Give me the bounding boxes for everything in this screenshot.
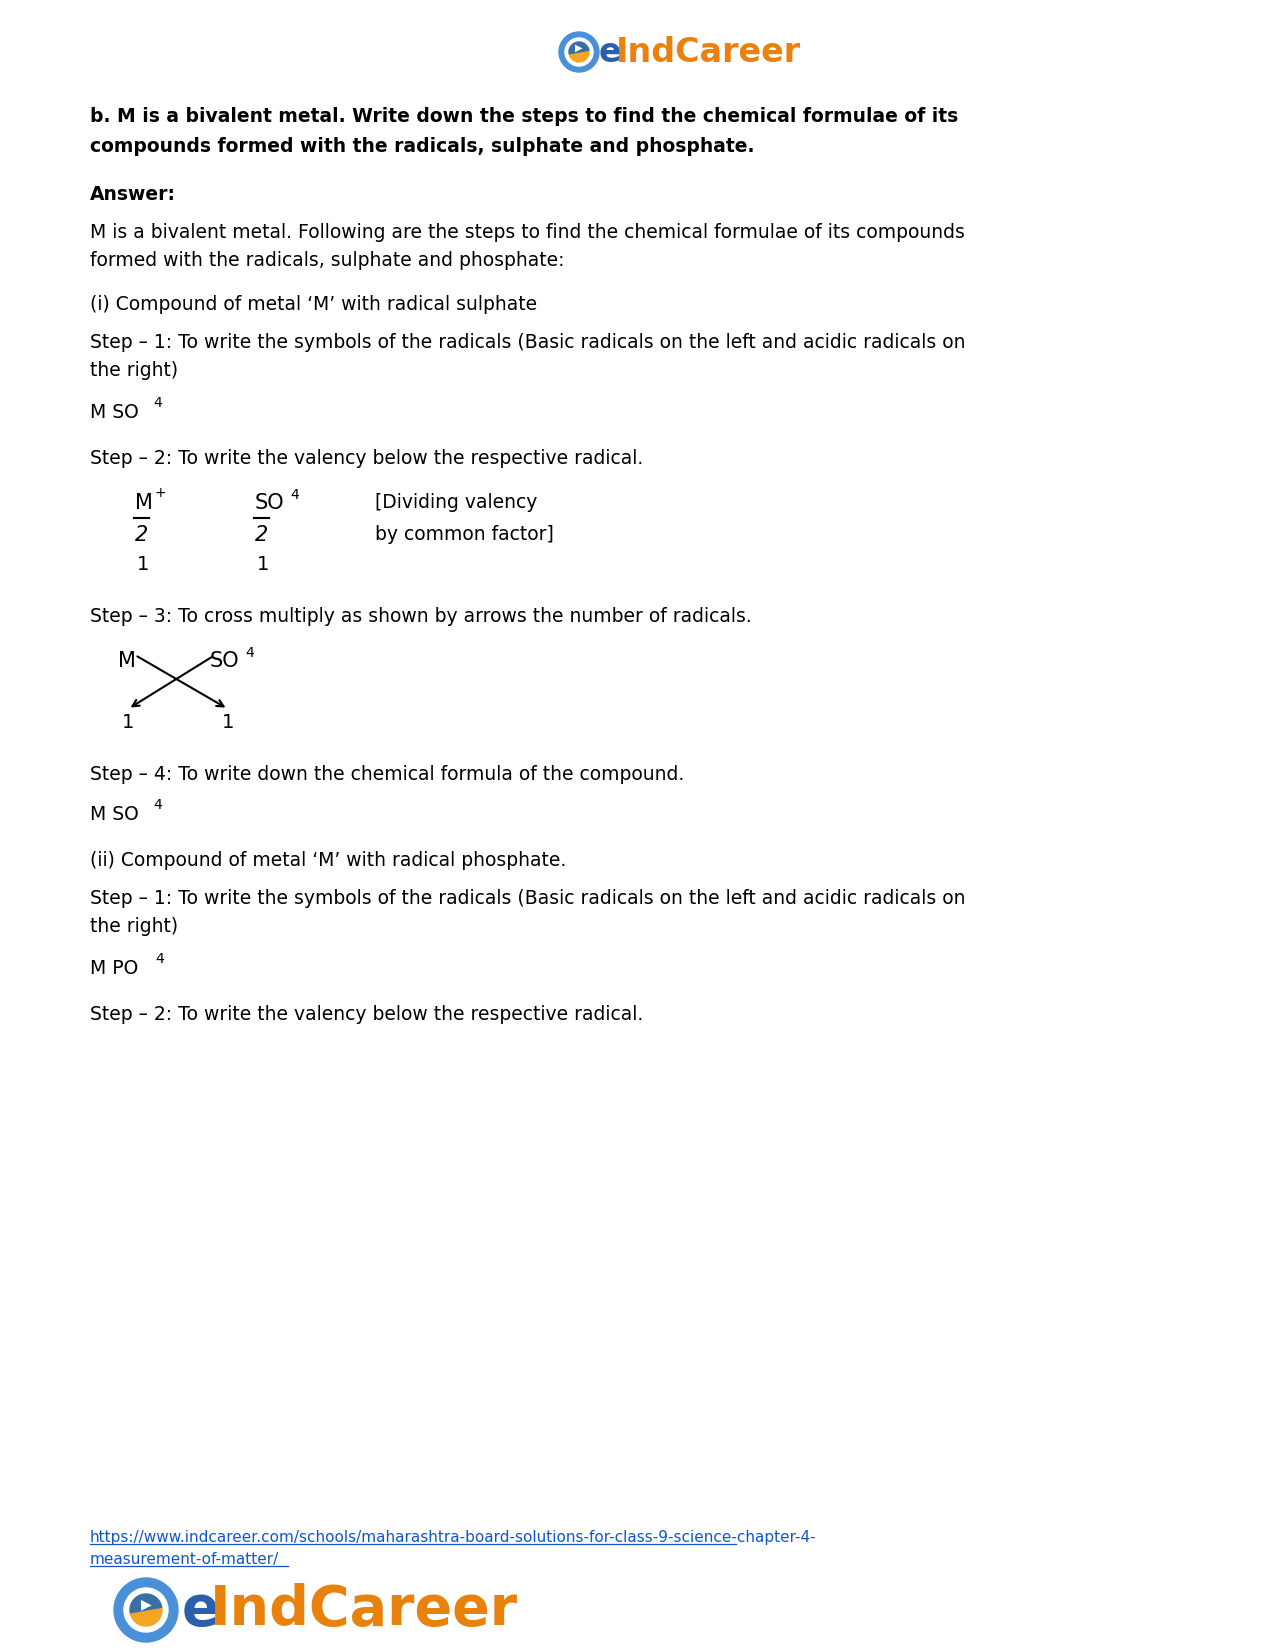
Wedge shape	[558, 31, 599, 73]
Text: e: e	[599, 36, 622, 68]
Wedge shape	[130, 1593, 162, 1613]
Wedge shape	[130, 1606, 162, 1626]
Text: ▶: ▶	[575, 43, 583, 53]
Text: M SO: M SO	[91, 403, 139, 423]
Text: 4: 4	[153, 797, 162, 812]
Text: e: e	[182, 1583, 219, 1638]
Text: the right): the right)	[91, 362, 178, 380]
Text: 2: 2	[135, 525, 148, 545]
Text: Step – 4: To write down the chemical formula of the compound.: Step – 4: To write down the chemical for…	[91, 764, 685, 784]
Wedge shape	[565, 38, 593, 66]
Text: Step – 1: To write the symbols of the radicals (Basic radicals on the left and a: Step – 1: To write the symbols of the ra…	[91, 888, 965, 908]
Text: the right): the right)	[91, 916, 178, 936]
Text: 4: 4	[156, 953, 163, 966]
Text: [Dividing valency: [Dividing valency	[375, 494, 537, 512]
Text: SO: SO	[255, 494, 284, 513]
Wedge shape	[569, 41, 589, 54]
Text: 4: 4	[245, 646, 254, 660]
Text: 1: 1	[258, 555, 269, 575]
Text: https://www.indcareer.com/schools/maharashtra-board-solutions-for-class-9-scienc: https://www.indcareer.com/schools/mahara…	[91, 1530, 816, 1545]
Text: compounds formed with the radicals, sulphate and phosphate.: compounds formed with the radicals, sulp…	[91, 137, 755, 155]
Text: ▶: ▶	[140, 1597, 152, 1611]
Text: 4: 4	[153, 396, 162, 409]
Text: +: +	[156, 485, 167, 500]
Text: 4: 4	[289, 489, 298, 502]
Text: Step – 3: To cross multiply as shown by arrows the number of radicals.: Step – 3: To cross multiply as shown by …	[91, 608, 752, 626]
Text: formed with the radicals, sulphate and phosphate:: formed with the radicals, sulphate and p…	[91, 251, 565, 271]
Text: by common factor]: by common factor]	[375, 525, 553, 543]
Text: SO: SO	[210, 650, 240, 670]
Text: 1: 1	[222, 713, 235, 731]
Text: 1: 1	[122, 713, 134, 731]
Text: Step – 2: To write the valency below the respective radical.: Step – 2: To write the valency below the…	[91, 449, 644, 467]
Wedge shape	[113, 1578, 178, 1643]
Text: M: M	[135, 494, 153, 513]
Text: Step – 2: To write the valency below the respective radical.: Step – 2: To write the valency below the…	[91, 1005, 644, 1024]
Wedge shape	[124, 1588, 168, 1631]
Text: IndCareer: IndCareer	[210, 1583, 518, 1638]
Text: 2: 2	[255, 525, 268, 545]
Text: b. M is a bivalent metal. Write down the steps to find the chemical formulae of : b. M is a bivalent metal. Write down the…	[91, 107, 959, 125]
Text: Answer:: Answer:	[91, 185, 176, 205]
Wedge shape	[569, 50, 589, 63]
Text: (ii) Compound of metal ‘M’ with radical phosphate.: (ii) Compound of metal ‘M’ with radical …	[91, 850, 566, 870]
Text: 1: 1	[136, 555, 149, 575]
Text: M is a bivalent metal. Following are the steps to find the chemical formulae of : M is a bivalent metal. Following are the…	[91, 223, 965, 243]
Text: M PO: M PO	[91, 959, 138, 977]
Text: (i) Compound of metal ‘M’ with radical sulphate: (i) Compound of metal ‘M’ with radical s…	[91, 296, 537, 314]
Text: M: M	[119, 650, 136, 670]
Text: IndCareer: IndCareer	[616, 36, 801, 68]
Text: Step – 1: To write the symbols of the radicals (Basic radicals on the left and a: Step – 1: To write the symbols of the ra…	[91, 334, 965, 352]
Text: measurement-of-matter/: measurement-of-matter/	[91, 1552, 279, 1567]
Text: M SO: M SO	[91, 806, 139, 824]
